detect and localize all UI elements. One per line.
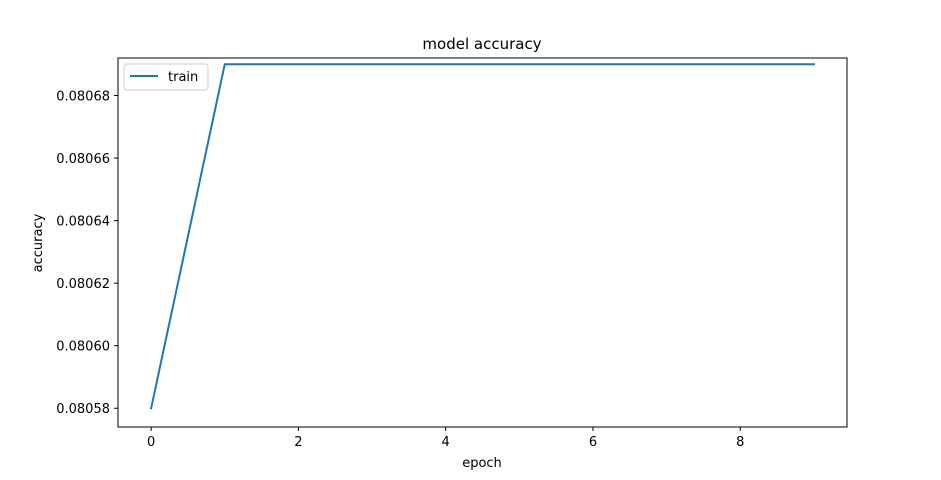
legend-label: train (168, 70, 198, 85)
y-tick-label: 0.08062 (56, 277, 110, 292)
x-tick-label: 2 (294, 435, 302, 450)
chart-title: model accuracy (422, 35, 541, 53)
y-tick-label: 0.08066 (56, 152, 110, 167)
series-layer (149, 63, 815, 410)
y-axis: 0.08058 0.08060 0.08062 0.08064 0.08066 0.080… (56, 90, 118, 417)
x-tick-label: 0 (147, 435, 155, 450)
plot-frame (117, 57, 848, 428)
x-axis-label: epoch (462, 456, 502, 471)
x-tick-label: 8 (736, 435, 744, 450)
legend-box (123, 63, 209, 91)
y-tick-label: 0.08058 (56, 402, 110, 417)
y-tick-label: 0.08060 (56, 340, 110, 355)
plot-area (117, 57, 848, 428)
x-tick-label: 4 (442, 435, 450, 450)
y-axis-label: accuracy (31, 213, 46, 272)
x-tick-label: 6 (589, 435, 597, 450)
legend: train (123, 63, 209, 91)
y-tick-label: 0.08068 (56, 90, 110, 105)
x-axis: 0 2 4 6 8 (147, 427, 744, 450)
y-tick-label: 0.08064 (56, 215, 110, 230)
series-line-train (149, 63, 815, 410)
